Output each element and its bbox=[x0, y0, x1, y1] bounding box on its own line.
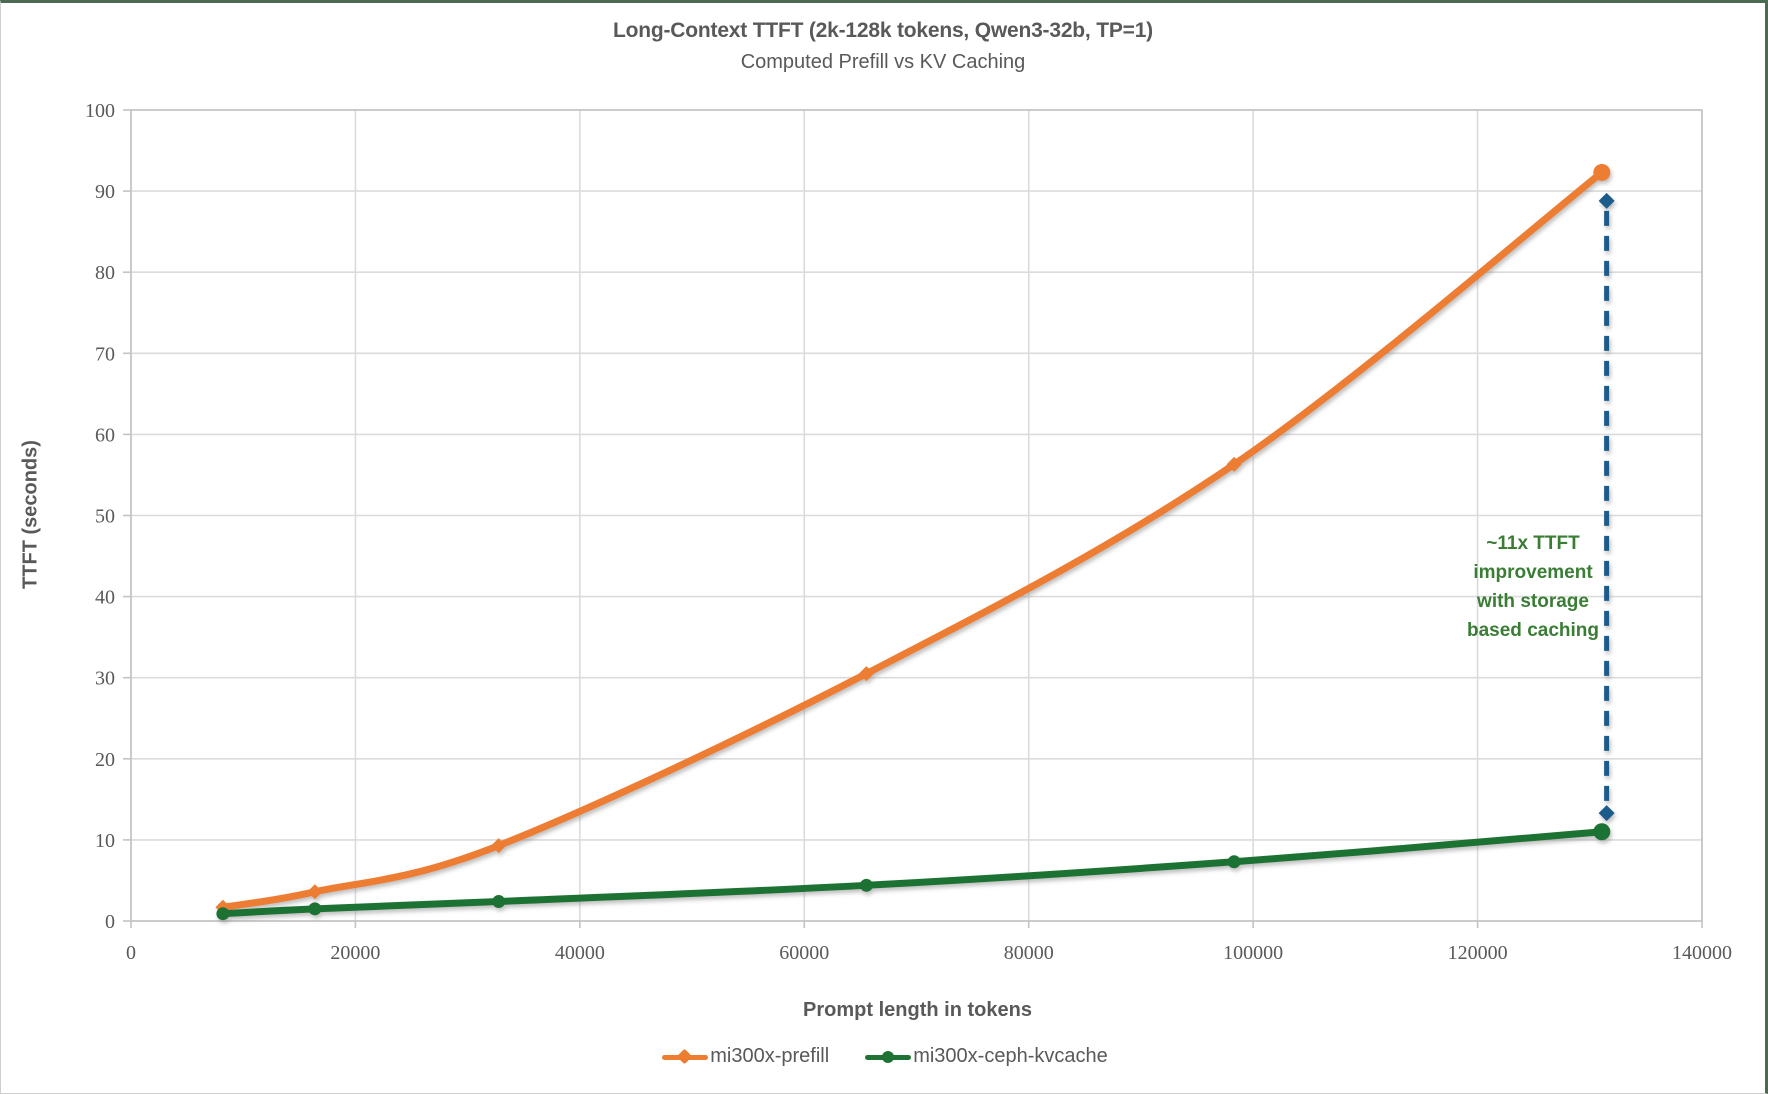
series-line-mi300x-ceph-kvcache bbox=[216, 823, 1611, 921]
x-tick-label: 80000 bbox=[1004, 942, 1054, 964]
series-line-mi300x-prefill bbox=[215, 163, 1611, 915]
prefill-line-swatch-icon bbox=[662, 1048, 709, 1064]
data-point-marker bbox=[1227, 855, 1241, 869]
annotation-line-4: based caching bbox=[1467, 620, 1599, 641]
kvcache-line-swatch-icon bbox=[865, 1050, 912, 1064]
data-point-marker bbox=[1593, 163, 1611, 181]
y-tick-label: 70 bbox=[95, 343, 115, 365]
x-tick-label: 60000 bbox=[779, 942, 829, 964]
data-point-marker bbox=[308, 902, 322, 916]
y-tick-label: 90 bbox=[95, 181, 115, 203]
y-tick-label: 100 bbox=[85, 100, 115, 122]
data-point-marker bbox=[859, 878, 873, 892]
plot-border bbox=[130, 109, 1703, 922]
x-tick-label: 100000 bbox=[1223, 942, 1283, 964]
annotation-diamond-icon bbox=[1598, 805, 1615, 822]
x-tick-label: 40000 bbox=[555, 942, 605, 964]
plot-area: 0 10 20 30 40 50 60 70 80 90 100 0 20000 40000 60000 80… bbox=[85, 100, 1732, 964]
y-tick-label: 30 bbox=[95, 668, 115, 690]
chart-subtitle: Computed Prefill vs KV Caching bbox=[740, 51, 1026, 73]
annotation-diamond-icon bbox=[1598, 192, 1615, 209]
data-point-marker bbox=[491, 838, 507, 854]
data-point-marker bbox=[858, 666, 874, 682]
y-tick-label: 50 bbox=[95, 506, 115, 528]
y-tick-label: 40 bbox=[95, 587, 115, 609]
y-tick-label: 80 bbox=[95, 262, 115, 284]
y-tick-label: 10 bbox=[95, 830, 115, 852]
x-tick-label: 140000 bbox=[1672, 942, 1732, 964]
annotation-line-3: with storage bbox=[1477, 591, 1589, 612]
x-tick-label: 120000 bbox=[1448, 942, 1508, 964]
legend-label-prefill: mi300x-prefill bbox=[710, 1045, 830, 1067]
legend-item-kvcache: mi300x-ceph-kvcache bbox=[865, 1045, 1108, 1068]
data-point-marker bbox=[492, 895, 506, 909]
data-point-marker bbox=[1593, 823, 1611, 841]
chart-title: Long-Context TTFT (2k-128k tokens, Qwen3… bbox=[613, 19, 1153, 42]
x-tick-label: 20000 bbox=[330, 942, 380, 964]
data-point-marker bbox=[307, 884, 323, 900]
legend: mi300x-prefill mi300x-ceph-kvcache bbox=[1, 1045, 1765, 1068]
data-point-marker bbox=[1226, 456, 1242, 472]
legend-item-prefill: mi300x-prefill bbox=[662, 1045, 829, 1068]
annotation-line-1: ~11x TTFT bbox=[1486, 533, 1580, 554]
improvement-annotation: ~11x TTFT improvement with storage based… bbox=[1429, 529, 1637, 645]
annotation-line-2: improvement bbox=[1473, 562, 1593, 583]
y-tick-label: 20 bbox=[95, 749, 115, 771]
legend-label-kvcache: mi300x-ceph-kvcache bbox=[913, 1045, 1108, 1067]
x-axis-title: Prompt length in tokens bbox=[803, 999, 1032, 1021]
improvement-dashed-line bbox=[1598, 192, 1615, 822]
x-tick-label: 0 bbox=[126, 942, 136, 964]
y-tick-label: 0 bbox=[105, 911, 115, 933]
y-axis-title: TTFT (seconds) bbox=[19, 440, 42, 589]
data-point-marker bbox=[216, 907, 230, 921]
y-tick-label: 60 bbox=[95, 424, 115, 446]
